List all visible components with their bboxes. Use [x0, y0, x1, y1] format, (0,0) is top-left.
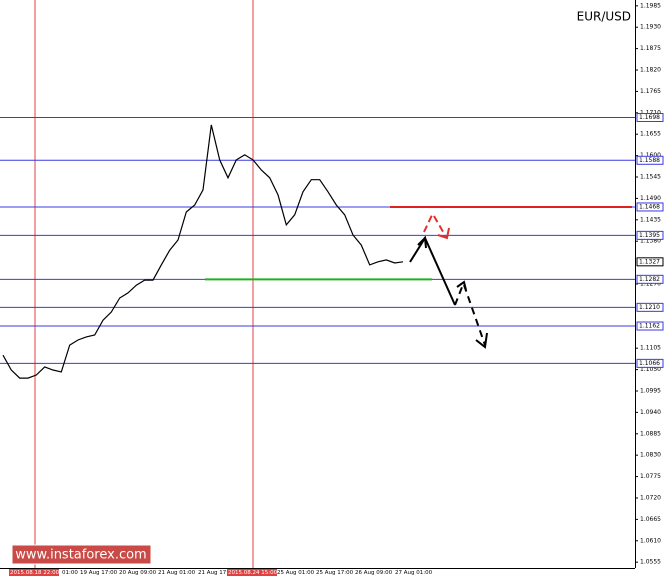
y-tick-label: 1.0720 [640, 494, 661, 501]
y-tick-label: 1.1105 [640, 345, 661, 352]
y-tick-label: 1.1820 [640, 67, 661, 74]
y-tick-label: 1.0830 [640, 452, 661, 459]
level-label-box [636, 155, 664, 165]
chart-title: EUR/USD [577, 10, 631, 24]
arrowhead [437, 227, 450, 240]
current-price-box [636, 257, 664, 267]
level-label: 1.1066 [639, 360, 660, 367]
level-label: 1.1698 [639, 114, 660, 121]
level-label: 1.1588 [639, 157, 660, 164]
alt-forecast-dash [433, 215, 447, 238]
y-tick-label: 1.1490 [640, 195, 661, 202]
x-tick-label: 2015.08.18 22:00 [10, 570, 60, 576]
y-tick-label: 1.0610 [640, 537, 661, 544]
y-tick-label: 1.1545 [640, 174, 661, 181]
x-tick-label: 27 Aug 01:00 [395, 570, 433, 576]
y-tick-label: 1.0665 [640, 516, 661, 523]
level-label: 1.1210 [639, 304, 660, 311]
x-tick-label: 01:00 [62, 570, 78, 576]
x-tick-label: 21 Aug 01:00 [158, 570, 196, 576]
y-tick-label: 1.1655 [640, 131, 661, 138]
x-label-highlight [9, 569, 59, 576]
level-label-box [636, 321, 664, 331]
y-tick-label: 1.1985 [640, 2, 661, 9]
watermark-box [11, 544, 152, 565]
x-tick-label: 25 Aug 17:00 [316, 570, 354, 576]
level-label-box [636, 112, 664, 122]
level-label-box [636, 358, 664, 368]
y-tick-label: 1.0940 [640, 409, 661, 416]
arrowhead [417, 235, 427, 249]
level-label-box [636, 302, 664, 312]
x-label-highlight [227, 569, 277, 576]
forecast-arrows [409, 214, 488, 349]
alt-forecast-dash [423, 214, 433, 233]
level-label-box [636, 274, 664, 284]
x-tick-label: 20 Aug 09:00 [119, 570, 157, 576]
x-tick-label: 2015.08.24 15:00 [228, 570, 278, 576]
forecast-dash [454, 281, 465, 306]
arrowhead [475, 332, 488, 349]
x-tick-label: 21 Aug 17:00 [198, 570, 236, 576]
current-price-label: 1.1327 [639, 258, 660, 265]
y-tick-label: 1.0555 [640, 559, 661, 566]
level-label-box [636, 202, 664, 212]
y-tick-label: 1.1765 [640, 88, 661, 95]
level-label: 1.1395 [639, 232, 660, 239]
y-tick-label: 1.1050 [640, 366, 661, 373]
y-tick-label: 1.1875 [640, 45, 661, 52]
y-tick-label: 1.0775 [640, 473, 661, 480]
price-line [2, 124, 404, 379]
level-label-box [636, 230, 664, 240]
forecast-dash [463, 284, 486, 346]
y-tick-label: 1.1930 [640, 24, 661, 31]
x-tick-label: 26 Aug 09:00 [355, 570, 393, 576]
y-tick-label: 1.1435 [640, 216, 661, 223]
y-tick-label: 1.1600 [640, 152, 661, 159]
x-tick-label: 19 Aug 17:00 [80, 570, 118, 576]
y-tick-label: 1.0885 [640, 430, 661, 437]
x-tick-label: 25 Aug 01:00 [277, 570, 315, 576]
level-label: 1.1162 [639, 323, 660, 330]
y-tick-label: 1.1270 [640, 281, 661, 288]
y-tick-label: 1.1710 [640, 109, 661, 116]
y-tick-label: 1.1380 [640, 238, 661, 245]
level-label: 1.1282 [639, 276, 660, 283]
level-label: 1.1468 [639, 203, 660, 210]
watermark: www.instaforex.com [15, 548, 146, 563]
y-tick-label: 1.0995 [640, 387, 661, 394]
